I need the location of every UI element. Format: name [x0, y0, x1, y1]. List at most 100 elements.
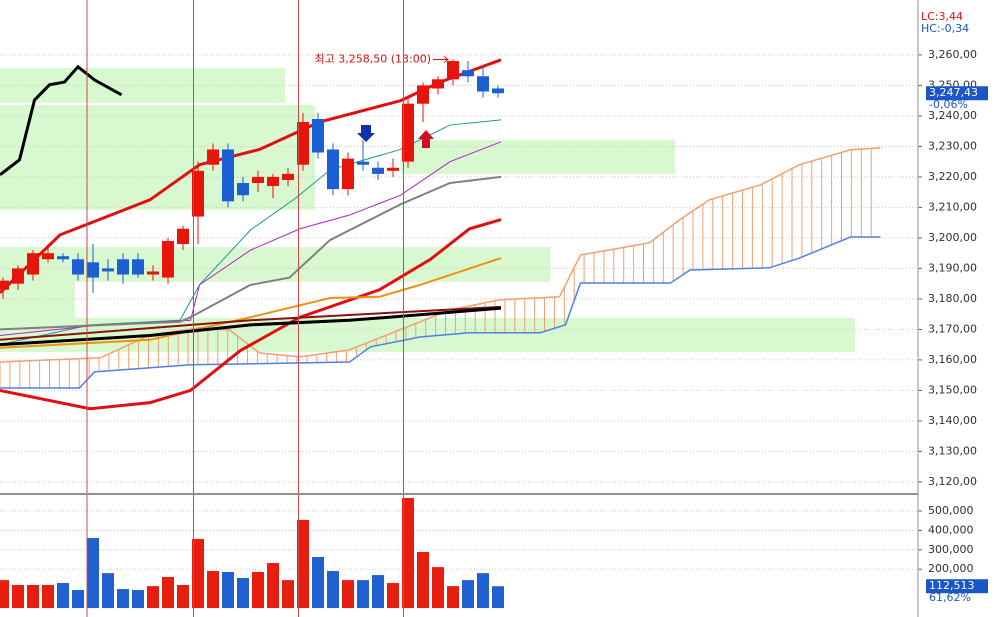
last-volume-box [926, 579, 988, 594]
volume-bar [252, 571, 264, 609]
y-tick-label: 3,140,00 [928, 414, 977, 427]
change-label: -0,06% [929, 98, 968, 111]
candle-body [447, 61, 459, 80]
indicator-line [0, 218, 502, 411]
y-tick-label: 3,160,00 [928, 353, 977, 366]
y-tick-label: 3,210,00 [928, 200, 977, 213]
y-tick-label: 200,000 [928, 562, 974, 575]
volume-bar [342, 580, 354, 609]
candle-body [207, 149, 219, 165]
volume-bar [447, 586, 459, 609]
y-tick-label: 500,000 [928, 504, 974, 517]
candle-body [417, 85, 429, 104]
volume-bar [417, 551, 429, 609]
candle-body [477, 76, 489, 92]
candle-body [312, 118, 324, 153]
price-panel: 3,260,003,250,003,240,003,230,003,220,00… [0, 48, 977, 488]
volume-bar [12, 584, 24, 609]
y-tick-label: 3,240,00 [928, 109, 977, 122]
volume-bar [297, 519, 309, 609]
candle-body [147, 271, 159, 275]
zone [400, 140, 675, 174]
volume-bar [162, 577, 174, 609]
volume-bar [177, 584, 189, 609]
ratio-label: 61,62% [929, 591, 971, 604]
y-tick-label: 400,000 [928, 523, 974, 536]
y-tick-label: 3,170,00 [928, 322, 977, 335]
candle-body [462, 70, 474, 77]
y-tick-label: 3,150,00 [928, 383, 977, 396]
indicator-line [0, 305, 502, 341]
volume-bar [27, 584, 39, 609]
volume-bar [102, 573, 114, 609]
volume-bar [372, 575, 384, 609]
indicator-line [0, 306, 502, 347]
volume-panel: 500,000 400,000 300,000 200,000 [0, 497, 974, 609]
volume-bar [222, 571, 234, 609]
candle-body [0, 280, 9, 290]
indicator-line [0, 64, 123, 176]
y-tick-label: 3,260,00 [928, 48, 977, 61]
volume-bar [282, 580, 294, 609]
volume-bar [57, 583, 69, 609]
candle-body [372, 167, 384, 174]
candle-body [327, 149, 339, 190]
candle-body [72, 259, 84, 275]
volume-bar [462, 580, 474, 609]
y-tick-label: 3,190,00 [928, 261, 977, 274]
candle-body [102, 268, 114, 272]
volume-bar [402, 497, 414, 609]
candle-body [297, 122, 309, 165]
zone [0, 281, 75, 325]
y-tick-label: 3,120,00 [928, 475, 977, 488]
candle-body [87, 262, 99, 278]
y-tick-label: 3,220,00 [928, 170, 977, 183]
volume-bar [42, 584, 54, 609]
candle-body [177, 228, 189, 245]
y-tick-label: 3,200,00 [928, 231, 977, 244]
candle-body [42, 253, 54, 260]
volume-bar [72, 590, 84, 609]
last-price-label: 3,247,43 [929, 86, 978, 99]
y-tick-label: 3,130,00 [928, 444, 977, 457]
volume-bar [0, 580, 9, 609]
volume-bar [357, 580, 369, 609]
candle-body [117, 259, 129, 275]
candle-body [162, 240, 174, 278]
candle-body [192, 170, 204, 217]
volume-bar [327, 570, 339, 609]
volume-bar [87, 537, 99, 609]
candle-body [357, 161, 369, 165]
volume-bar [312, 557, 324, 609]
indicator-line [0, 236, 881, 389]
candle-body [387, 167, 399, 171]
candle-body [342, 158, 354, 190]
volume-bar [147, 586, 159, 609]
candle-body [267, 176, 279, 187]
candle-body [12, 268, 24, 284]
volume-bar [192, 538, 204, 609]
last-volume-label: 112,513 [929, 579, 975, 592]
indicator-line [0, 257, 502, 349]
signal-arrow-up [418, 130, 434, 148]
candle-body [282, 173, 294, 180]
hc-label: HC:-0,34 [921, 22, 969, 35]
lc-label: LC:3,44 [921, 10, 963, 23]
volume-bar [132, 590, 144, 609]
candle-body [492, 88, 504, 94]
signal-arrow-down [357, 125, 375, 142]
candle-body [402, 103, 414, 162]
zone [0, 104, 315, 210]
volume-bar [477, 573, 489, 609]
candle-body [252, 176, 264, 184]
candle-body [222, 149, 234, 202]
volume-bar [492, 586, 504, 609]
last-price-box [926, 86, 988, 101]
volume-bar [267, 563, 279, 609]
candle-body [27, 253, 39, 275]
volume-bar [387, 583, 399, 609]
volume-bar [237, 577, 249, 609]
y-tick-label: 3,180,00 [928, 292, 977, 305]
